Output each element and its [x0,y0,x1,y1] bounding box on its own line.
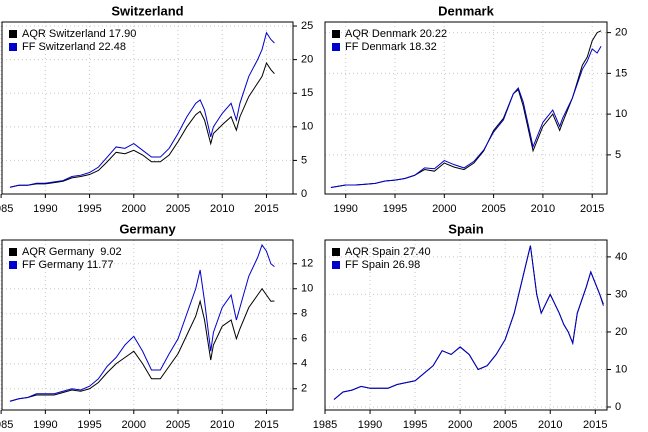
x-tick-label: 1990 [33,419,57,431]
x-tick-label: 1995 [77,203,101,215]
x-tick-label: 2010 [531,203,555,215]
y-tick-label: 6 [301,333,307,345]
y-tick-label: 20 [301,54,313,66]
legend-label: FF Germany 11.77 [22,259,114,271]
legend-swatch [9,43,17,51]
x-tick-label: 2005 [481,203,505,215]
x-tick-label: 2015 [254,419,278,431]
y-tick-label: 0 [615,401,621,413]
y-tick-label: 8 [301,308,307,320]
legend-swatch [9,30,17,38]
x-tick-label: 2005 [166,203,190,215]
y-tick-label: 15 [615,67,627,79]
x-tick-label: 2005 [493,419,517,431]
series-line [330,30,602,188]
series-line [330,46,602,188]
y-tick-label: 10 [615,363,627,375]
x-tick-label: 2015 [583,419,607,431]
x-tick-label: 1985 [0,203,13,215]
y-tick-label: 5 [615,149,621,161]
y-tick-label: 2 [301,383,307,395]
x-tick-label: 2000 [432,203,456,215]
plot-frame [1,21,294,195]
series-line [9,31,275,188]
y-tick-label: 10 [301,121,313,133]
legend-label: FF Switzerland 22.48 [22,41,126,53]
legend-swatch [332,30,340,38]
legend-swatch [332,248,340,256]
legend-swatch [332,261,340,269]
x-tick-label: 1995 [77,419,101,431]
y-tick-label: 20 [615,27,627,39]
plot-frame [324,239,608,411]
legend-label: AQR Denmark 20.22 [345,28,447,40]
x-tick-label: 1985 [0,419,13,431]
panel-title: Denmark [438,3,494,18]
x-tick-label: 2015 [580,203,604,215]
x-tick-label: 2010 [210,203,234,215]
series-line [9,243,275,402]
legend-label: AQR Switzerland 17.90 [22,28,136,40]
x-tick-label: 1990 [333,203,357,215]
x-tick-label: 2010 [538,419,562,431]
panel-title: Spain [448,221,483,236]
series-line [9,61,275,188]
y-tick-label: 40 [615,251,627,263]
plot-frame [324,21,608,195]
series-line [333,245,604,400]
y-tick-label: 20 [615,326,627,338]
x-tick-label: 2000 [122,419,146,431]
x-tick-label: 1990 [358,419,382,431]
y-tick-label: 0 [301,188,307,200]
y-tick-label: 15 [301,87,313,99]
y-tick-label: 12 [301,258,313,270]
series-line [9,287,275,402]
x-tick-label: 2015 [254,203,278,215]
x-tick-label: 2000 [448,419,472,431]
legend-label: FF Spain 26.98 [345,259,420,271]
x-tick-label: 1990 [33,203,57,215]
x-tick-label: 2010 [210,419,234,431]
x-tick-label: 1985 [313,419,337,431]
legend-label: AQR Germany 9.02 [22,246,122,258]
y-tick-label: 5 [301,154,307,166]
plot-frame [1,239,294,411]
y-tick-label: 10 [615,108,627,120]
y-tick-label: 30 [615,288,627,300]
legend-swatch [9,261,17,269]
legend-label: FF Denmark 18.32 [345,41,437,53]
x-tick-label: 2000 [122,203,146,215]
y-tick-label: 10 [301,283,313,295]
x-tick-label: 1995 [383,203,407,215]
x-tick-label: 1995 [403,419,427,431]
y-tick-label: 4 [301,358,307,370]
x-tick-label: 2005 [166,419,190,431]
legend-swatch [332,43,340,51]
legend-label: AQR Spain 27.40 [345,246,431,258]
panel-title: Switzerland [111,3,183,18]
legend-swatch [9,248,17,256]
panel-title: Germany [119,221,176,236]
y-tick-label: 25 [301,20,313,32]
